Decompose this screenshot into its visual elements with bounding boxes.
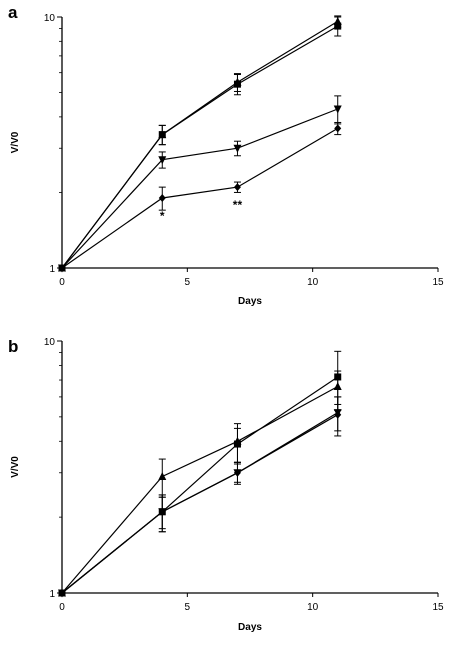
series-triangle-down	[58, 396, 342, 598]
y-axis-label: V/V0	[10, 131, 21, 153]
data-point-triangle-down	[158, 156, 167, 165]
data-point-diamond	[334, 410, 342, 419]
series-line	[61, 385, 338, 594]
y-tick-label: 10	[44, 13, 56, 24]
x-tick-label: 5	[185, 602, 191, 613]
data-point-triangle-up	[233, 77, 242, 86]
x-axis-label: Days	[238, 622, 262, 633]
y-tick-label: 1	[49, 589, 55, 600]
y-tick-label: 1	[49, 264, 55, 275]
series-line	[61, 414, 339, 594]
x-tick-label: 5	[185, 277, 191, 288]
series-square	[58, 16, 342, 272]
data-point-diamond	[334, 124, 342, 133]
series-triangle-up	[58, 370, 342, 597]
data-point-triangle-up	[333, 16, 342, 25]
data-point-diamond	[58, 589, 66, 597]
series-triangle-down	[58, 95, 342, 273]
y-axis-label: V/V0	[10, 456, 21, 478]
series-line	[61, 108, 338, 269]
x-tick-label: 15	[432, 277, 444, 288]
series-line	[61, 25, 339, 269]
panel-label: a	[8, 3, 18, 22]
x-axis-label: Days	[238, 296, 262, 307]
y-tick-label: 10	[44, 337, 56, 348]
data-point-triangle-up	[333, 381, 342, 390]
panel-label: b	[8, 337, 18, 356]
series-line	[61, 20, 339, 269]
x-tick-label: 0	[59, 277, 65, 288]
series-triangle-up	[58, 15, 342, 272]
data-point-triangle-up	[233, 436, 242, 445]
series-line	[61, 412, 339, 594]
data-point-diamond	[233, 468, 241, 477]
x-tick-label: 0	[59, 602, 65, 613]
x-tick-label: 10	[307, 602, 319, 613]
significance-marker: **	[233, 198, 243, 212]
x-tick-label: 10	[307, 277, 319, 288]
data-point-triangle-up	[158, 130, 167, 139]
series-diamond	[58, 396, 342, 597]
data-point-diamond	[233, 183, 241, 192]
data-point-diamond	[158, 194, 166, 203]
series-line	[61, 127, 339, 269]
data-point-triangle-down	[233, 144, 242, 153]
data-point-diamond	[58, 264, 66, 272]
series-diamond	[58, 121, 342, 272]
x-tick-label: 15	[432, 602, 444, 613]
data-point-triangle-up	[158, 471, 167, 480]
data-point-diamond	[158, 507, 166, 516]
significance-marker: *	[160, 209, 165, 223]
data-point-triangle-down	[333, 105, 342, 114]
panel-b: 0 5 10 15 1 10 Days V/V0 b	[8, 337, 444, 633]
series-square	[58, 350, 342, 597]
